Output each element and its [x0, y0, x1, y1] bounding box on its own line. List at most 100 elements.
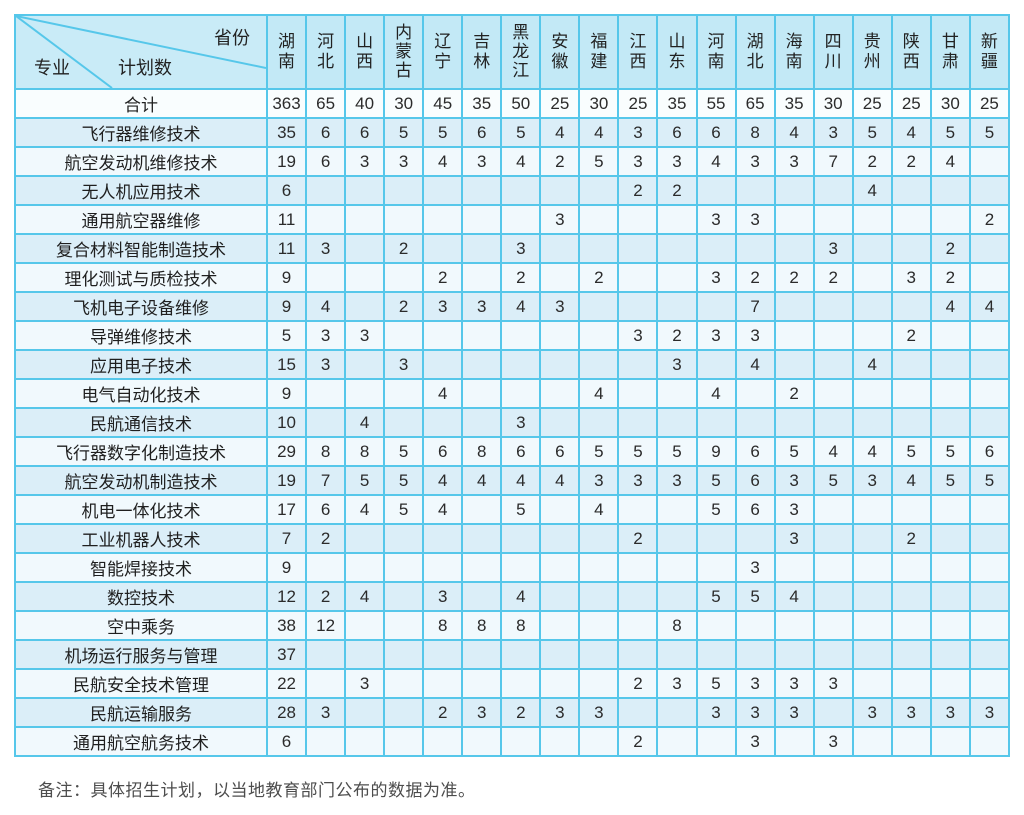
value-cell	[812, 378, 854, 409]
value-cell	[617, 697, 659, 728]
value-cell	[305, 262, 347, 293]
value-cell	[734, 233, 776, 264]
value-cell	[461, 639, 503, 670]
value-cell	[773, 639, 815, 670]
value-cell	[578, 407, 620, 438]
value-cell: 3	[461, 146, 503, 177]
value-cell: 3	[656, 465, 698, 496]
value-cell: 7	[812, 146, 854, 177]
value-cell: 11	[265, 204, 308, 235]
value-cell	[812, 552, 854, 583]
value-cell	[383, 523, 425, 554]
value-cell: 5	[656, 436, 698, 467]
value-cell	[968, 523, 1011, 554]
province-header: 四川	[812, 14, 854, 90]
value-cell	[734, 639, 776, 670]
value-cell	[773, 726, 815, 757]
value-cell: 4	[422, 465, 464, 496]
province-header-label: 河南	[707, 32, 725, 71]
value-cell: 3	[617, 117, 659, 148]
value-cell	[539, 726, 581, 757]
value-cell	[383, 697, 425, 728]
value-cell	[617, 204, 659, 235]
value-cell	[851, 552, 893, 583]
value-cell: 3	[734, 726, 776, 757]
value-cell: 4	[461, 465, 503, 496]
table-row: 复合材料智能制造技术 11 3 2 3 3 2	[14, 233, 1011, 264]
value-cell: 25	[968, 88, 1011, 119]
province-header: 福建	[578, 14, 620, 90]
province-header-label: 湖北	[746, 32, 764, 71]
value-cell: 4	[773, 117, 815, 148]
value-cell	[656, 523, 698, 554]
value-cell: 55	[695, 88, 737, 119]
value-cell	[656, 494, 698, 525]
value-cell: 2	[383, 291, 425, 322]
value-cell: 2	[890, 523, 932, 554]
value-cell: 4	[851, 349, 893, 380]
value-cell	[656, 262, 698, 293]
value-cell	[383, 262, 425, 293]
value-cell	[422, 552, 464, 583]
value-cell: 4	[539, 117, 581, 148]
value-cell: 11	[265, 233, 308, 264]
value-cell	[617, 378, 659, 409]
value-cell: 40	[344, 88, 386, 119]
value-cell	[656, 581, 698, 612]
value-cell: 3	[734, 668, 776, 699]
value-cell: 363	[265, 88, 308, 119]
value-cell: 3	[656, 349, 698, 380]
province-header-label: 黑龙江	[512, 22, 530, 81]
major-cell: 机电一体化技术	[14, 494, 268, 525]
value-cell	[578, 668, 620, 699]
value-cell	[656, 233, 698, 264]
value-cell: 4	[968, 291, 1011, 322]
value-cell	[539, 320, 581, 351]
value-cell: 3	[539, 697, 581, 728]
value-cell	[812, 407, 854, 438]
table-row: 合计 363 65 40 30 45 35 50 25 30 25 35 55 65 35 30 25 25 30 2…	[14, 88, 1011, 119]
value-cell	[422, 726, 464, 757]
value-cell: 3	[539, 291, 581, 322]
value-cell	[500, 552, 542, 583]
value-cell	[578, 175, 620, 206]
value-cell	[578, 726, 620, 757]
value-cell: 6	[539, 436, 581, 467]
value-cell	[968, 494, 1011, 525]
province-header: 辽宁	[422, 14, 464, 90]
value-cell: 2	[422, 262, 464, 293]
value-cell	[344, 523, 386, 554]
value-cell	[968, 639, 1011, 670]
value-cell	[461, 668, 503, 699]
value-cell: 5	[344, 465, 386, 496]
major-cell: 通用航空器维修	[14, 204, 268, 235]
value-cell	[422, 233, 464, 264]
value-cell	[656, 204, 698, 235]
value-cell	[656, 291, 698, 322]
value-cell: 3	[461, 291, 503, 322]
value-cell: 4	[500, 291, 542, 322]
value-cell	[851, 407, 893, 438]
value-cell: 3	[890, 262, 932, 293]
value-cell	[968, 407, 1011, 438]
major-cell: 复合材料智能制造技术	[14, 233, 268, 264]
value-cell	[422, 204, 464, 235]
value-cell: 2	[890, 146, 932, 177]
value-cell	[851, 668, 893, 699]
corner-label-province: 省份	[214, 28, 250, 48]
value-cell: 2	[539, 146, 581, 177]
value-cell	[617, 233, 659, 264]
value-cell: 3	[695, 204, 737, 235]
value-cell: 5	[383, 117, 425, 148]
value-cell	[851, 726, 893, 757]
value-cell	[656, 378, 698, 409]
value-cell	[578, 320, 620, 351]
value-cell: 6	[305, 146, 347, 177]
value-cell: 5	[929, 117, 971, 148]
value-cell: 8	[305, 436, 347, 467]
value-cell: 4	[578, 378, 620, 409]
value-cell	[500, 639, 542, 670]
table-row: 民航通信技术 10 4 3	[14, 407, 1011, 438]
value-cell	[617, 291, 659, 322]
value-cell: 4	[305, 291, 347, 322]
